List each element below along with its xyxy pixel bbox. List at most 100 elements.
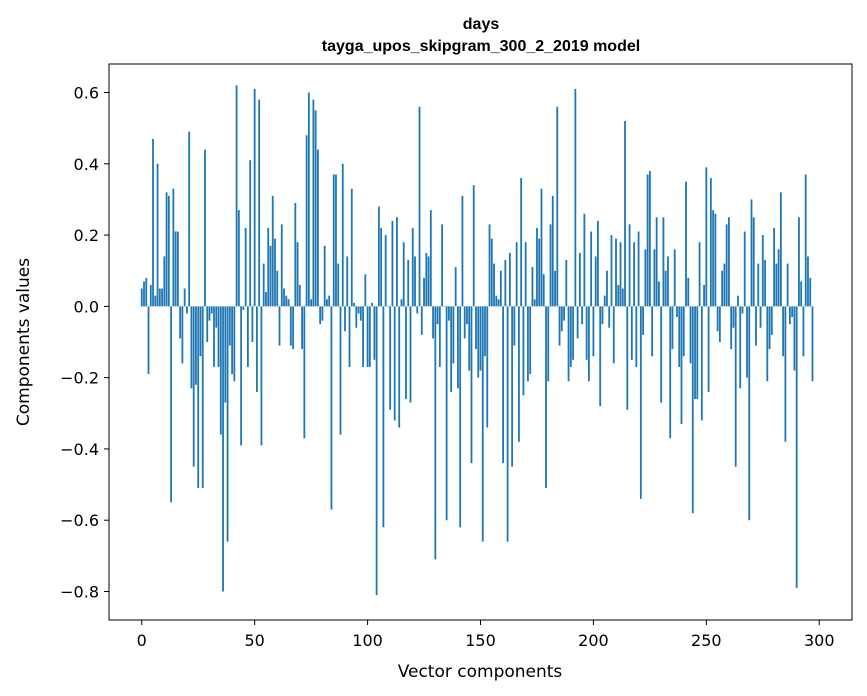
bar — [554, 270, 556, 307]
bar — [639, 306, 642, 499]
chart-subtitle: tayga_upos_skipgram_300_2_2019 model — [322, 38, 640, 55]
bar — [337, 263, 340, 307]
bar — [522, 306, 525, 396]
bar — [709, 178, 712, 307]
bar — [314, 110, 317, 307]
bar — [323, 245, 326, 307]
bar — [147, 306, 150, 375]
bar — [612, 306, 615, 364]
bar — [362, 306, 364, 367]
bar — [423, 277, 425, 307]
bar — [536, 227, 538, 307]
bar — [791, 306, 794, 318]
bar — [454, 267, 457, 307]
y-tick-label: 0.6 — [74, 84, 99, 103]
bar — [407, 260, 410, 307]
bar — [364, 274, 367, 307]
bar — [285, 295, 288, 307]
bar — [402, 242, 405, 307]
bar — [152, 138, 154, 307]
bar — [678, 306, 681, 367]
bar — [174, 231, 177, 307]
bar — [691, 306, 694, 514]
bar — [213, 306, 215, 367]
bar — [730, 306, 733, 350]
bar — [630, 306, 633, 360]
bar — [732, 306, 735, 328]
bar — [761, 235, 764, 307]
bar — [298, 284, 301, 307]
bar — [484, 306, 486, 357]
bar — [387, 306, 389, 307]
bar — [721, 270, 724, 307]
bar — [610, 235, 613, 307]
bar — [524, 242, 527, 307]
bar — [262, 263, 265, 307]
bar — [219, 306, 222, 435]
bar — [206, 306, 209, 342]
bar — [495, 295, 498, 307]
bar — [542, 274, 545, 307]
bar — [466, 306, 468, 325]
bar — [682, 306, 685, 357]
bar — [271, 195, 274, 307]
x-tick-label: 300 — [804, 631, 835, 650]
bar — [305, 135, 308, 307]
bar — [280, 224, 283, 307]
bar — [502, 306, 504, 464]
bar — [734, 306, 737, 467]
bar — [188, 131, 191, 307]
bar — [237, 210, 240, 307]
bar — [601, 306, 604, 325]
bar — [436, 306, 439, 325]
bar — [578, 252, 581, 307]
bar — [400, 299, 403, 307]
bar — [662, 217, 665, 307]
bar — [750, 199, 753, 307]
bar — [486, 306, 489, 428]
bar — [292, 306, 294, 350]
bar — [798, 217, 800, 307]
bar — [201, 306, 204, 489]
bar — [594, 256, 597, 307]
bar — [648, 170, 651, 307]
bar — [707, 306, 710, 392]
bar — [226, 306, 229, 542]
bar — [737, 295, 739, 307]
bar — [382, 306, 385, 528]
bar — [154, 295, 157, 307]
bar — [786, 263, 789, 307]
bar — [332, 174, 335, 307]
bar — [802, 306, 805, 357]
bar — [269, 245, 272, 307]
y-tick-label: −0.4 — [60, 440, 99, 459]
bar — [696, 306, 699, 400]
bar — [619, 242, 622, 307]
bar — [224, 306, 227, 403]
bar — [228, 306, 231, 346]
bar — [418, 106, 421, 307]
bar — [759, 306, 762, 328]
bar — [350, 188, 353, 307]
bar — [161, 288, 163, 307]
bar — [617, 284, 620, 307]
x-tick-label: 0 — [137, 631, 147, 650]
bar — [712, 210, 715, 307]
bar — [739, 306, 742, 389]
x-axis-label: Vector components — [398, 662, 563, 682]
bar — [176, 231, 179, 307]
bar — [244, 227, 247, 307]
bar — [529, 306, 532, 375]
bar — [316, 149, 319, 307]
bar — [210, 306, 213, 314]
bar — [725, 224, 728, 307]
bar — [443, 306, 446, 307]
bar — [703, 284, 705, 307]
bar — [373, 306, 376, 360]
bar — [777, 249, 780, 307]
bar — [770, 306, 773, 335]
bar — [481, 306, 484, 542]
bar — [186, 306, 188, 314]
bar — [438, 306, 441, 367]
